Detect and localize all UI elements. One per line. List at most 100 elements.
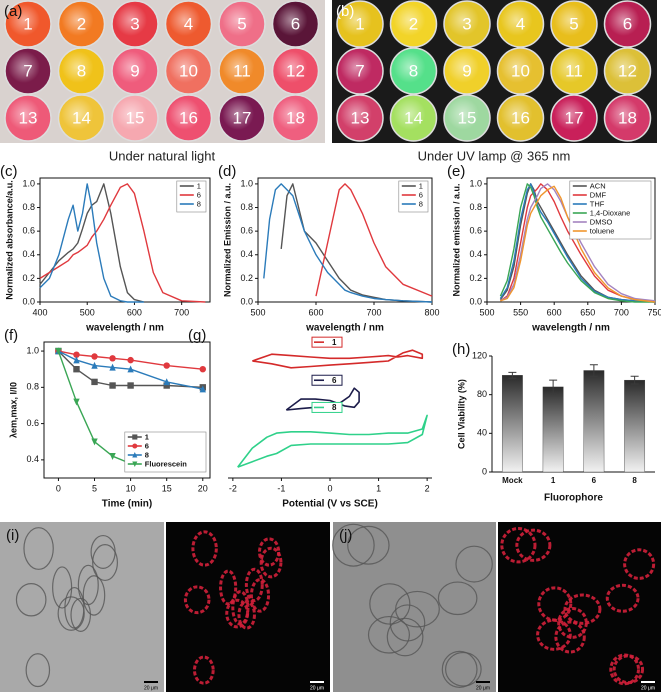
well-number: 18 bbox=[618, 108, 637, 127]
x-tick-label: 750 bbox=[647, 307, 661, 317]
well-glow bbox=[447, 4, 479, 36]
x-tick-label: 700 bbox=[614, 307, 629, 317]
x-tick-label: 400 bbox=[32, 307, 47, 317]
y-tick-label: 0.2 bbox=[22, 273, 35, 283]
y-tick-label: 0.2 bbox=[469, 273, 482, 283]
bar bbox=[501, 375, 523, 473]
cell-outline bbox=[386, 617, 424, 657]
well-number: 7 bbox=[355, 61, 364, 80]
y-tick-label: 1.0 bbox=[240, 178, 253, 188]
cell-stain bbox=[554, 620, 586, 654]
x-tick-label: 600 bbox=[547, 307, 562, 317]
well-number: 17 bbox=[233, 108, 252, 127]
well-glow bbox=[500, 4, 533, 36]
y-tick-label: 0.8 bbox=[469, 202, 482, 212]
well-glow bbox=[8, 51, 40, 83]
well-glow bbox=[275, 4, 308, 36]
well-number: 12 bbox=[618, 61, 637, 80]
cell-stain bbox=[249, 578, 271, 613]
cell-stain bbox=[183, 585, 211, 615]
marker bbox=[199, 385, 206, 393]
cell-outline bbox=[82, 575, 106, 616]
x-tick-label: 600 bbox=[308, 307, 323, 317]
well-number: 6 bbox=[623, 14, 632, 33]
legend-label: 8 bbox=[197, 199, 201, 208]
photo-background bbox=[0, 0, 325, 143]
x-tick-label: 6 bbox=[592, 476, 597, 485]
panel-label: (d) bbox=[218, 163, 236, 180]
cell-outline bbox=[445, 651, 482, 687]
plot-frame bbox=[43, 341, 211, 479]
cell-stain bbox=[259, 546, 283, 579]
well-glow bbox=[168, 4, 201, 36]
data-line bbox=[315, 183, 433, 297]
well-glow bbox=[61, 4, 94, 36]
panel-label: (a) bbox=[4, 3, 22, 20]
well-number: 1 bbox=[23, 14, 32, 33]
error-bar bbox=[549, 379, 558, 395]
bar bbox=[583, 370, 605, 473]
well-number: 8 bbox=[77, 61, 86, 80]
cell-outline bbox=[52, 566, 73, 609]
legend-label: 1,4-Dioxane bbox=[590, 208, 630, 217]
error-bar bbox=[630, 375, 639, 385]
well-glow bbox=[61, 98, 94, 130]
x-tick-label: Mock bbox=[502, 476, 523, 485]
well-glow bbox=[115, 51, 147, 83]
y-tick-label: 0.0 bbox=[22, 296, 35, 306]
plot-frame bbox=[486, 177, 656, 303]
legend-label: 8 bbox=[419, 199, 423, 208]
well-number: 5 bbox=[569, 14, 578, 33]
panel-label: (b) bbox=[336, 3, 354, 20]
x-tick-label: 800 bbox=[424, 307, 439, 317]
marker bbox=[73, 366, 80, 373]
x-tick-label: 2 bbox=[425, 483, 430, 493]
marker bbox=[73, 356, 80, 364]
well-number: 14 bbox=[404, 108, 423, 127]
cell-stain bbox=[537, 586, 573, 622]
cell-stain bbox=[192, 655, 215, 685]
cell-stain bbox=[563, 593, 602, 625]
photo-caption: Under UV lamp @ 365 nm bbox=[418, 148, 571, 163]
well-number: 3 bbox=[130, 14, 139, 33]
cell-stain bbox=[515, 528, 552, 562]
cell-stain bbox=[605, 583, 640, 613]
panel-label: (e) bbox=[447, 163, 465, 180]
y-tick-label: 0.0 bbox=[469, 296, 482, 306]
cell-outline bbox=[25, 653, 51, 688]
legend-marker bbox=[132, 452, 138, 458]
well-glow bbox=[340, 51, 372, 83]
legend-label: 6 bbox=[145, 441, 149, 450]
marker bbox=[127, 356, 134, 364]
well-number: 12 bbox=[286, 61, 305, 80]
x-tick-label: 650 bbox=[580, 307, 595, 317]
y-tick-label: 0.0 bbox=[240, 296, 253, 306]
cell-stain bbox=[219, 569, 238, 606]
well-number: 1 bbox=[355, 14, 364, 33]
well-glow bbox=[115, 98, 147, 130]
x-tick-label: 700 bbox=[174, 307, 189, 317]
y-axis-label: Normalized emission / a.u. bbox=[451, 183, 461, 296]
data-line bbox=[499, 183, 656, 303]
well-number: 4 bbox=[516, 14, 525, 33]
x-axis-label: wavelength / nm bbox=[85, 323, 164, 334]
marker bbox=[91, 361, 98, 369]
x-axis-label: Potential (V vs SCE) bbox=[282, 499, 378, 510]
well-number: 17 bbox=[565, 108, 584, 127]
cell-outline bbox=[389, 604, 426, 642]
legend-label: ACN bbox=[590, 181, 606, 190]
well-glow bbox=[500, 98, 533, 130]
cell-outline bbox=[455, 545, 493, 583]
marker bbox=[73, 398, 80, 406]
cell-outline bbox=[441, 650, 478, 688]
scale-bar-label: 20 μm bbox=[476, 685, 490, 691]
cell-outline bbox=[369, 583, 411, 625]
x-tick-label: 500 bbox=[80, 307, 95, 317]
data-line bbox=[39, 183, 144, 303]
cell-outline bbox=[332, 523, 375, 567]
legend-label: toluene bbox=[590, 226, 615, 235]
x-tick-label: 1 bbox=[551, 476, 556, 485]
y-tick-label: 0.6 bbox=[240, 226, 253, 236]
well-glow bbox=[393, 4, 426, 36]
